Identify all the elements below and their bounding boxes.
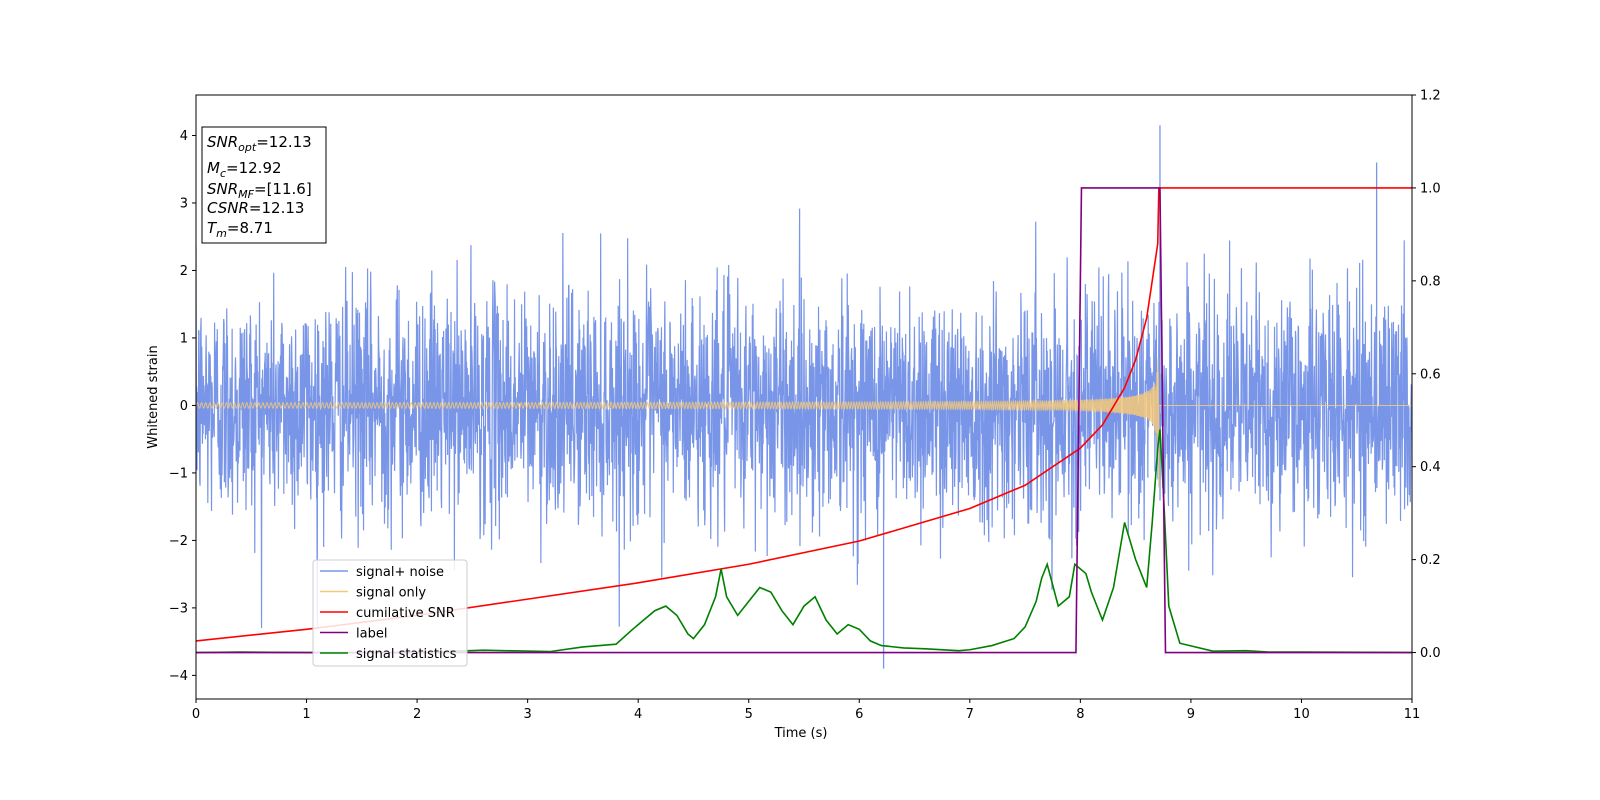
info-line-merger-time: Tm=8.71 <box>207 219 273 240</box>
y-tick-label--3: −3 <box>169 601 188 616</box>
x-axis-label: Time (s) <box>774 726 828 741</box>
legend-label-label: label <box>356 627 387 642</box>
y-tick-label-0: 0 <box>180 399 188 414</box>
series-signal-only-line <box>196 357 1412 488</box>
y2-tick-label-3: 0.6 <box>1420 367 1441 382</box>
x-tick-label-11: 11 <box>1404 707 1421 722</box>
y2-tick-label-1: 0.2 <box>1420 553 1441 568</box>
x-tick-label-1: 1 <box>302 707 310 722</box>
y-tick-label-4: 4 <box>180 129 188 144</box>
legend-frame <box>312 559 468 667</box>
y-tick-label-3: 3 <box>180 196 188 211</box>
x-tick-label-9: 9 <box>1187 707 1195 722</box>
x-tick-label-3: 3 <box>523 707 531 722</box>
x-tick-label-0: 0 <box>192 707 200 722</box>
y-tick-label--4: −4 <box>169 669 188 684</box>
legend: signal+ noise signal only cumilative SNR… <box>312 559 468 667</box>
info-box-frame <box>201 126 327 244</box>
series-signal-noise-line <box>196 208 1412 629</box>
y2-tick-label-5: 1.0 <box>1420 181 1441 196</box>
y-tick-label-1: 1 <box>180 331 188 346</box>
y-tick-label--1: −1 <box>169 466 188 481</box>
y2-tick-label-4: 0.8 <box>1420 274 1441 289</box>
x-tick-label-6: 6 <box>855 707 863 722</box>
y2-tick-label-6: 1.2 <box>1420 89 1441 104</box>
info-line-snr-mf: SNRMF=[11.6] <box>207 180 312 201</box>
x-tick-label-4: 4 <box>634 707 642 722</box>
series-signal-statistics-line <box>196 429 1412 654</box>
y2-tick-label-0: 0.0 <box>1420 646 1441 661</box>
x-tick-label-2: 2 <box>413 707 421 722</box>
info-line-csnr: CSNR=12.13 <box>207 199 304 217</box>
legend-label-cumulative-snr: cumilative SNR <box>356 606 455 621</box>
y-tick-label-2: 2 <box>180 264 188 279</box>
y-tick-label--2: −2 <box>169 534 188 549</box>
x-tick-label-7: 7 <box>966 707 974 722</box>
info-box: SNRopt=12.13 Mc=12.92 SNRMF=[11.6] CSNR=… <box>201 126 327 244</box>
info-line-chirp-mass: Mc=12.92 <box>207 159 282 180</box>
series-cumilative-snr-line <box>196 187 1412 642</box>
series-label-line <box>196 187 1412 654</box>
legend-label-signal-noise: signal+ noise <box>356 565 444 580</box>
legend-label-signal-statistics: signal statistics <box>356 647 457 662</box>
y-axis-label: Whitened strain <box>146 345 161 448</box>
legend-label-signal-only: signal only <box>356 586 426 601</box>
x-tick-label-10: 10 <box>1293 707 1310 722</box>
y2-tick-label-2: 0.4 <box>1420 460 1441 475</box>
plot-frame <box>195 94 1413 700</box>
x-tick-label-5: 5 <box>745 707 753 722</box>
x-tick-label-8: 8 <box>1076 707 1084 722</box>
info-line-snr-opt: SNRopt=12.13 <box>207 133 312 154</box>
